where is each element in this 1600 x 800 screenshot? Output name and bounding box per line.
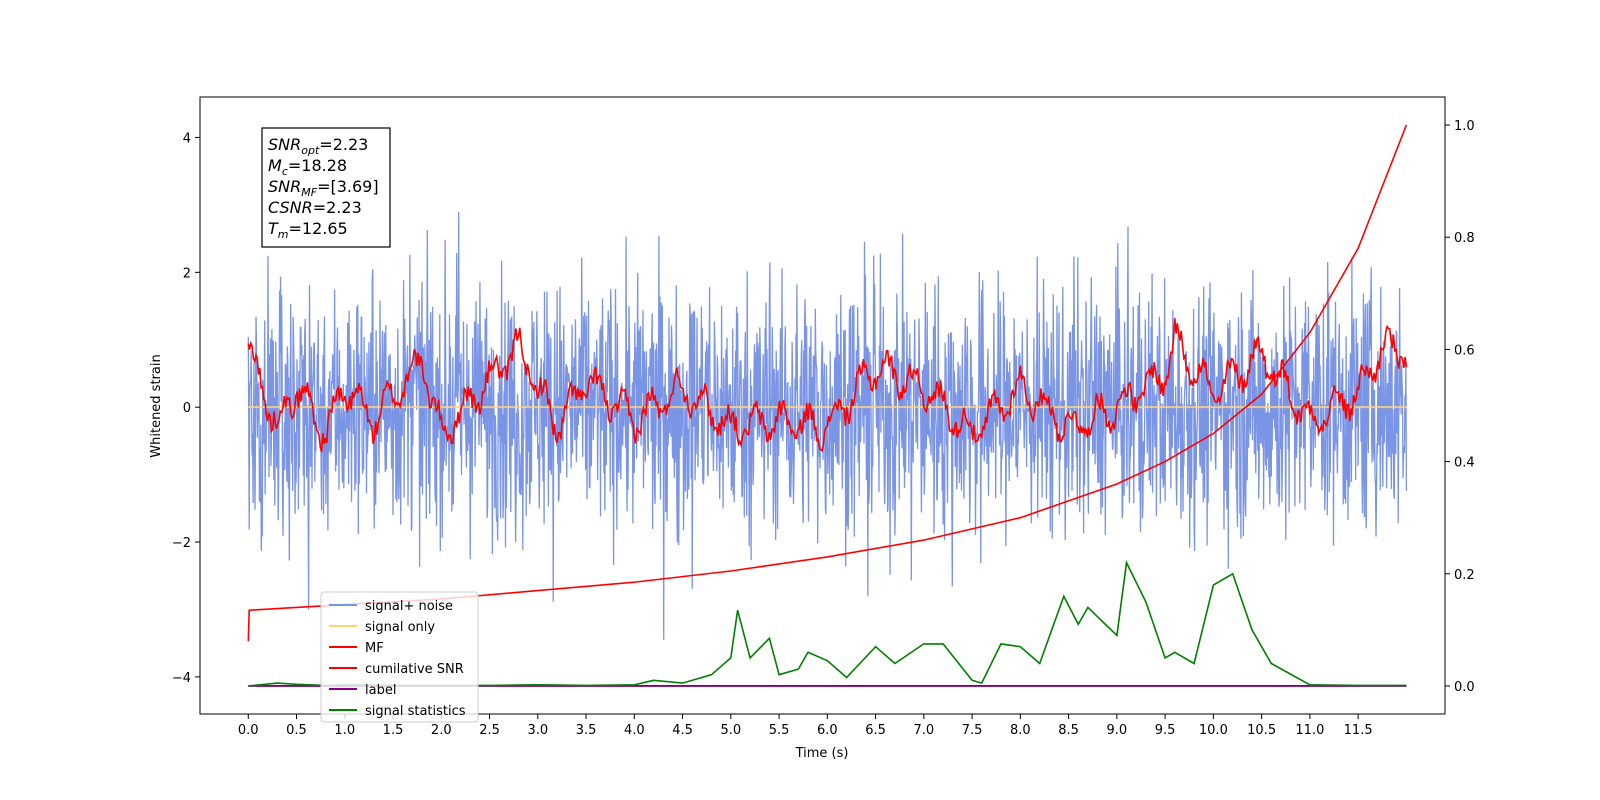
plot-frame xyxy=(199,96,1446,715)
annotation-line: SNRMF=[3.69] xyxy=(268,177,379,199)
y-tick-label: −4 xyxy=(172,671,191,686)
annotation-symbol: T xyxy=(268,219,279,238)
y-axis-title: Whitened strain xyxy=(149,354,164,457)
annotation-value: =12.65 xyxy=(289,219,348,238)
x-tick-label: 6.0 xyxy=(817,723,838,738)
y2-tick-label: 0.8 xyxy=(1454,231,1475,246)
annotation-subscript: MF xyxy=(301,186,317,199)
annotation-value: =18.28 xyxy=(288,156,347,175)
x-tick-label: 3.5 xyxy=(576,723,597,738)
y-tick-label: −2 xyxy=(172,536,191,551)
annotation-value: =2.23 xyxy=(313,198,362,217)
x-tick-label: 8.5 xyxy=(1058,723,1079,738)
x-tick-label: 0.0 xyxy=(238,723,259,738)
x-tick-label: 4.5 xyxy=(672,723,693,738)
annotation-subscript: c xyxy=(282,165,288,178)
legend-label: signal only xyxy=(365,620,435,635)
annotation-value: =2.23 xyxy=(319,135,368,154)
y-tick-label: 0 xyxy=(183,401,191,416)
annotation-subscript: m xyxy=(278,228,289,241)
x-tick-label: 11.5 xyxy=(1344,723,1373,738)
x-tick-label: 1.0 xyxy=(334,723,355,738)
x-tick-label: 8.0 xyxy=(1010,723,1031,738)
y-tick-label: 4 xyxy=(183,131,191,146)
x-tick-label: 9.5 xyxy=(1155,723,1176,738)
legend-frame xyxy=(320,591,479,723)
annotation-line: CSNR=2.23 xyxy=(268,198,362,217)
legend-label: label xyxy=(365,683,396,698)
y2-tick-label: 0.6 xyxy=(1454,343,1475,358)
axis-layer: 0.0 0.5 1.0 1.5 2.0 2.5 3.0 3.5 4.0 4.5 5.0 5.5 6.0 6… xyxy=(172,119,1475,738)
x-tick-label: 5.0 xyxy=(720,723,741,738)
annotation-subscript: opt xyxy=(301,144,320,157)
annotation-symbol: CSNR xyxy=(268,198,313,217)
annotation-box: SNRopt=2.23Mc=18.28SNRMF=[3.69]CSNR=2.23… xyxy=(261,127,391,248)
x-tick-label: 9.0 xyxy=(1107,723,1128,738)
annotation-value: =[3.69] xyxy=(317,177,379,196)
y2-tick-label: 0.4 xyxy=(1454,456,1475,471)
x-tick-label: 5.5 xyxy=(769,723,790,738)
y2-tick-label: 0.0 xyxy=(1454,680,1475,695)
x-tick-label: 7.5 xyxy=(962,723,983,738)
x-axis-title: Time (s) xyxy=(795,746,849,761)
annotation-line: Mc=18.28 xyxy=(268,156,347,178)
y-tick-label: 2 xyxy=(183,266,191,281)
x-tick-label: 4.0 xyxy=(624,723,645,738)
series-mf xyxy=(247,318,1408,453)
y2-tick-label: 0.2 xyxy=(1454,568,1475,583)
x-tick-label: 1.5 xyxy=(383,723,404,738)
x-tick-label: 10.0 xyxy=(1199,723,1228,738)
annotation-symbol: SNR xyxy=(268,177,301,196)
legend-label: signal+ noise xyxy=(365,599,453,614)
series-signal-noise xyxy=(247,211,1408,640)
x-tick-label: 6.5 xyxy=(865,723,886,738)
legend: signal+ noise signal only MF cumilative SNR… xyxy=(320,591,479,723)
annotation-line: SNRopt=2.23 xyxy=(268,135,368,157)
x-tick-label: 10.5 xyxy=(1247,723,1276,738)
x-tick-label: 3.0 xyxy=(527,723,548,738)
annotation-symbol: SNR xyxy=(268,135,301,154)
legend-label: signal statistics xyxy=(365,704,466,719)
x-tick-label: 2.0 xyxy=(431,723,452,738)
x-tick-label: 0.5 xyxy=(286,723,307,738)
x-tick-label: 7.0 xyxy=(913,723,934,738)
series-signal-statistics xyxy=(248,559,1407,687)
annotation-symbol: M xyxy=(268,156,282,175)
legend-label: cumilative SNR xyxy=(365,662,464,677)
annotation-frame xyxy=(261,127,391,248)
x-tick-label: 2.5 xyxy=(479,723,500,738)
legend-label: MF xyxy=(365,641,384,656)
y2-tick-label: 1.0 xyxy=(1454,119,1475,134)
x-tick-label: 11.0 xyxy=(1295,723,1324,738)
annotation-line: Tm=12.65 xyxy=(268,219,348,241)
